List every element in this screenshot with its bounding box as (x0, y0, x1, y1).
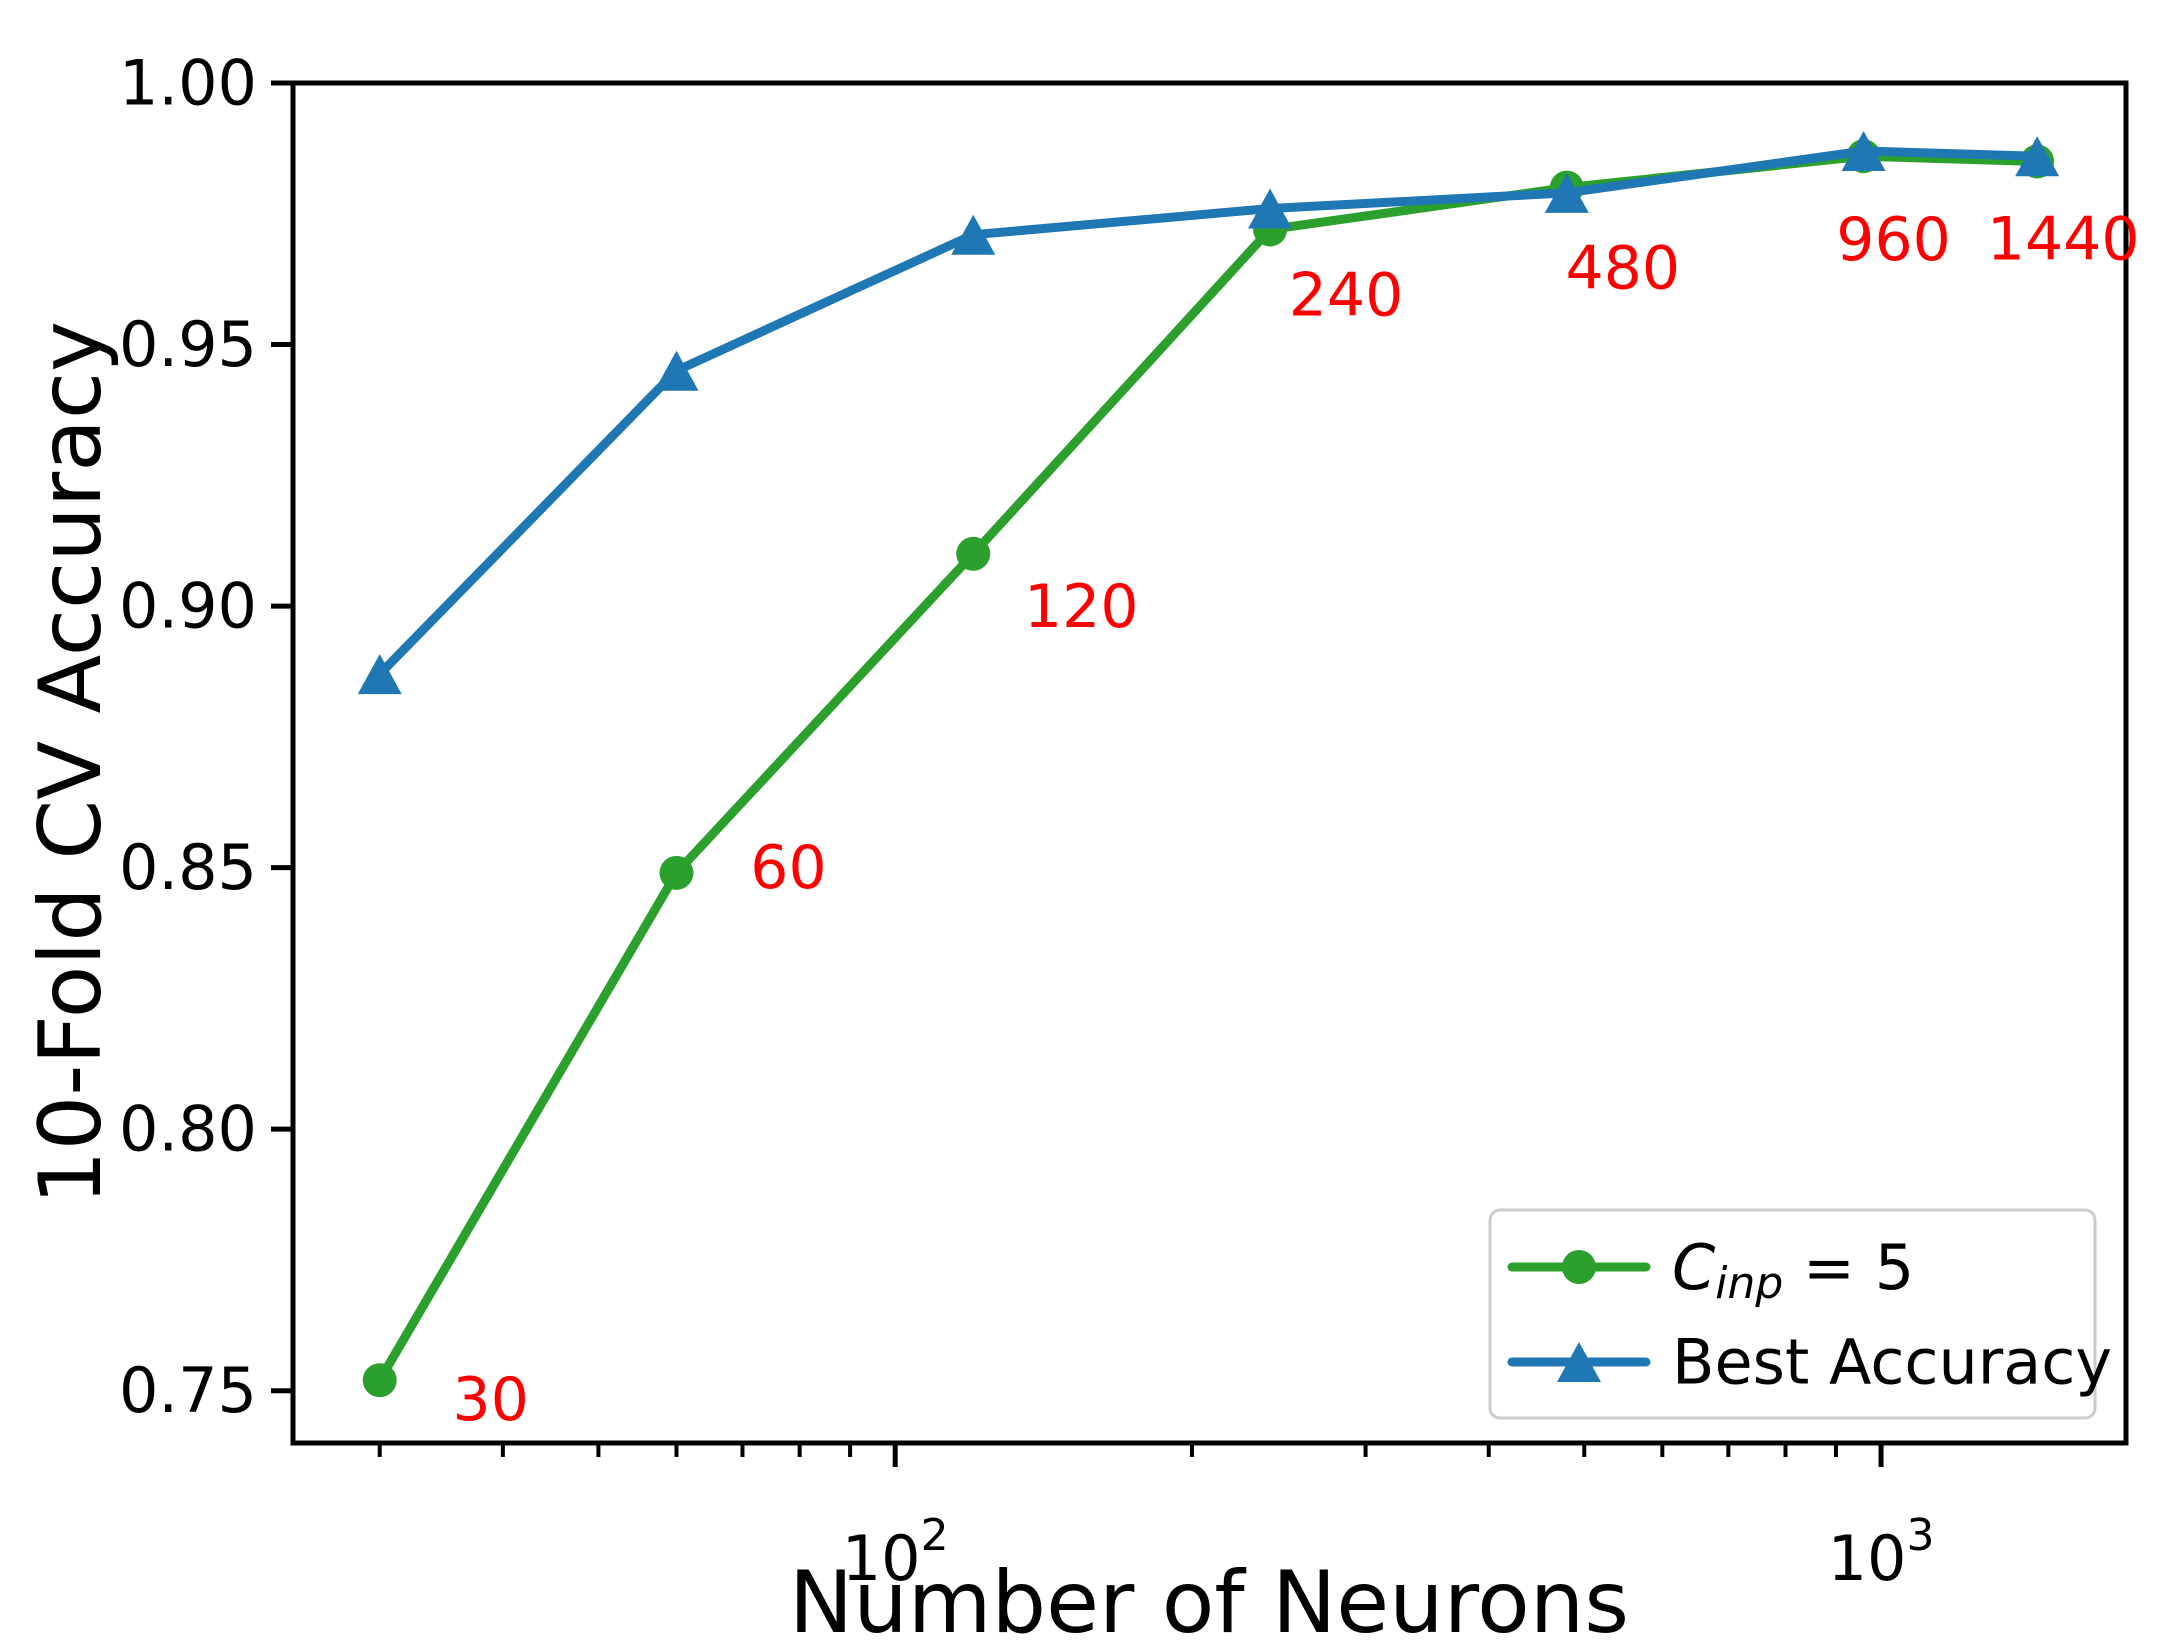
legend: Cinp = 5 Best Accuracy (1488, 1208, 2112, 1420)
annotation-label: 60 (750, 833, 826, 903)
annotation-label: 240 (1289, 260, 1404, 330)
y-tick-label: 0.90 (119, 570, 257, 643)
annotation-label: 480 (1566, 234, 1681, 304)
y-tick-label: 0.95 (119, 308, 257, 381)
x-axis-label: Number of Neurons (789, 1553, 1629, 1650)
x-tick-label: 103 (1828, 1510, 1935, 1595)
triangle-up-marker (951, 214, 996, 255)
legend-label: Cinp = 5 (1672, 1231, 1914, 1309)
triangle-up-marker (1544, 172, 1589, 213)
y-tick-label: 1.00 (119, 47, 257, 120)
y-tick-label: 0.80 (119, 1093, 257, 1166)
x-axis-tick-labels: 102 103 (842, 1510, 1935, 1595)
triangle-up-marker (654, 350, 699, 391)
y-tick-label: 0.75 (119, 1354, 257, 1427)
legend-entry: Cinp = 5 (1507, 1231, 1914, 1309)
data-series (357, 131, 2060, 1398)
y-tick-label: 0.85 (119, 831, 257, 904)
triangle-up-marker (357, 654, 402, 695)
legend-circle-marker (1562, 1250, 1596, 1284)
series-line (375, 146, 2042, 679)
legend-entry: Best Accuracy (1507, 1326, 2112, 1399)
x-axis-minor-ticks (377, 1443, 1838, 1457)
circle-marker (956, 536, 991, 571)
legend-label: Best Accuracy (1672, 1326, 2112, 1399)
x-axis-major-ticks (892, 1443, 1884, 1467)
y-axis-ticks (271, 80, 293, 1394)
y-axis-label: 10-Fold CV Accuracy (21, 321, 121, 1205)
circle-marker (659, 855, 694, 890)
plot-border (290, 80, 2129, 1446)
annotation-label: 1440 (1987, 204, 2140, 274)
triangle-up-marker (2015, 136, 2060, 177)
series-best-accuracy (357, 131, 2060, 695)
annotation-label: 30 (453, 1365, 529, 1435)
point-annotations: 30 60 120 240 480 960 1440 (453, 204, 2140, 1435)
x-tick-label: 102 (842, 1510, 949, 1595)
legend-triangle-up-marker (1557, 1342, 1601, 1382)
triangle-up-marker (1841, 131, 1886, 171)
y-axis-tick-labels: 1.00 0.95 0.90 0.85 0.80 0.75 (119, 47, 257, 1428)
circle-marker (362, 1363, 397, 1398)
series-line (375, 151, 2042, 1385)
annotation-label: 960 (1836, 205, 1951, 275)
triangle-up-marker (1248, 188, 1293, 229)
annotation-label: 120 (1024, 572, 1139, 642)
